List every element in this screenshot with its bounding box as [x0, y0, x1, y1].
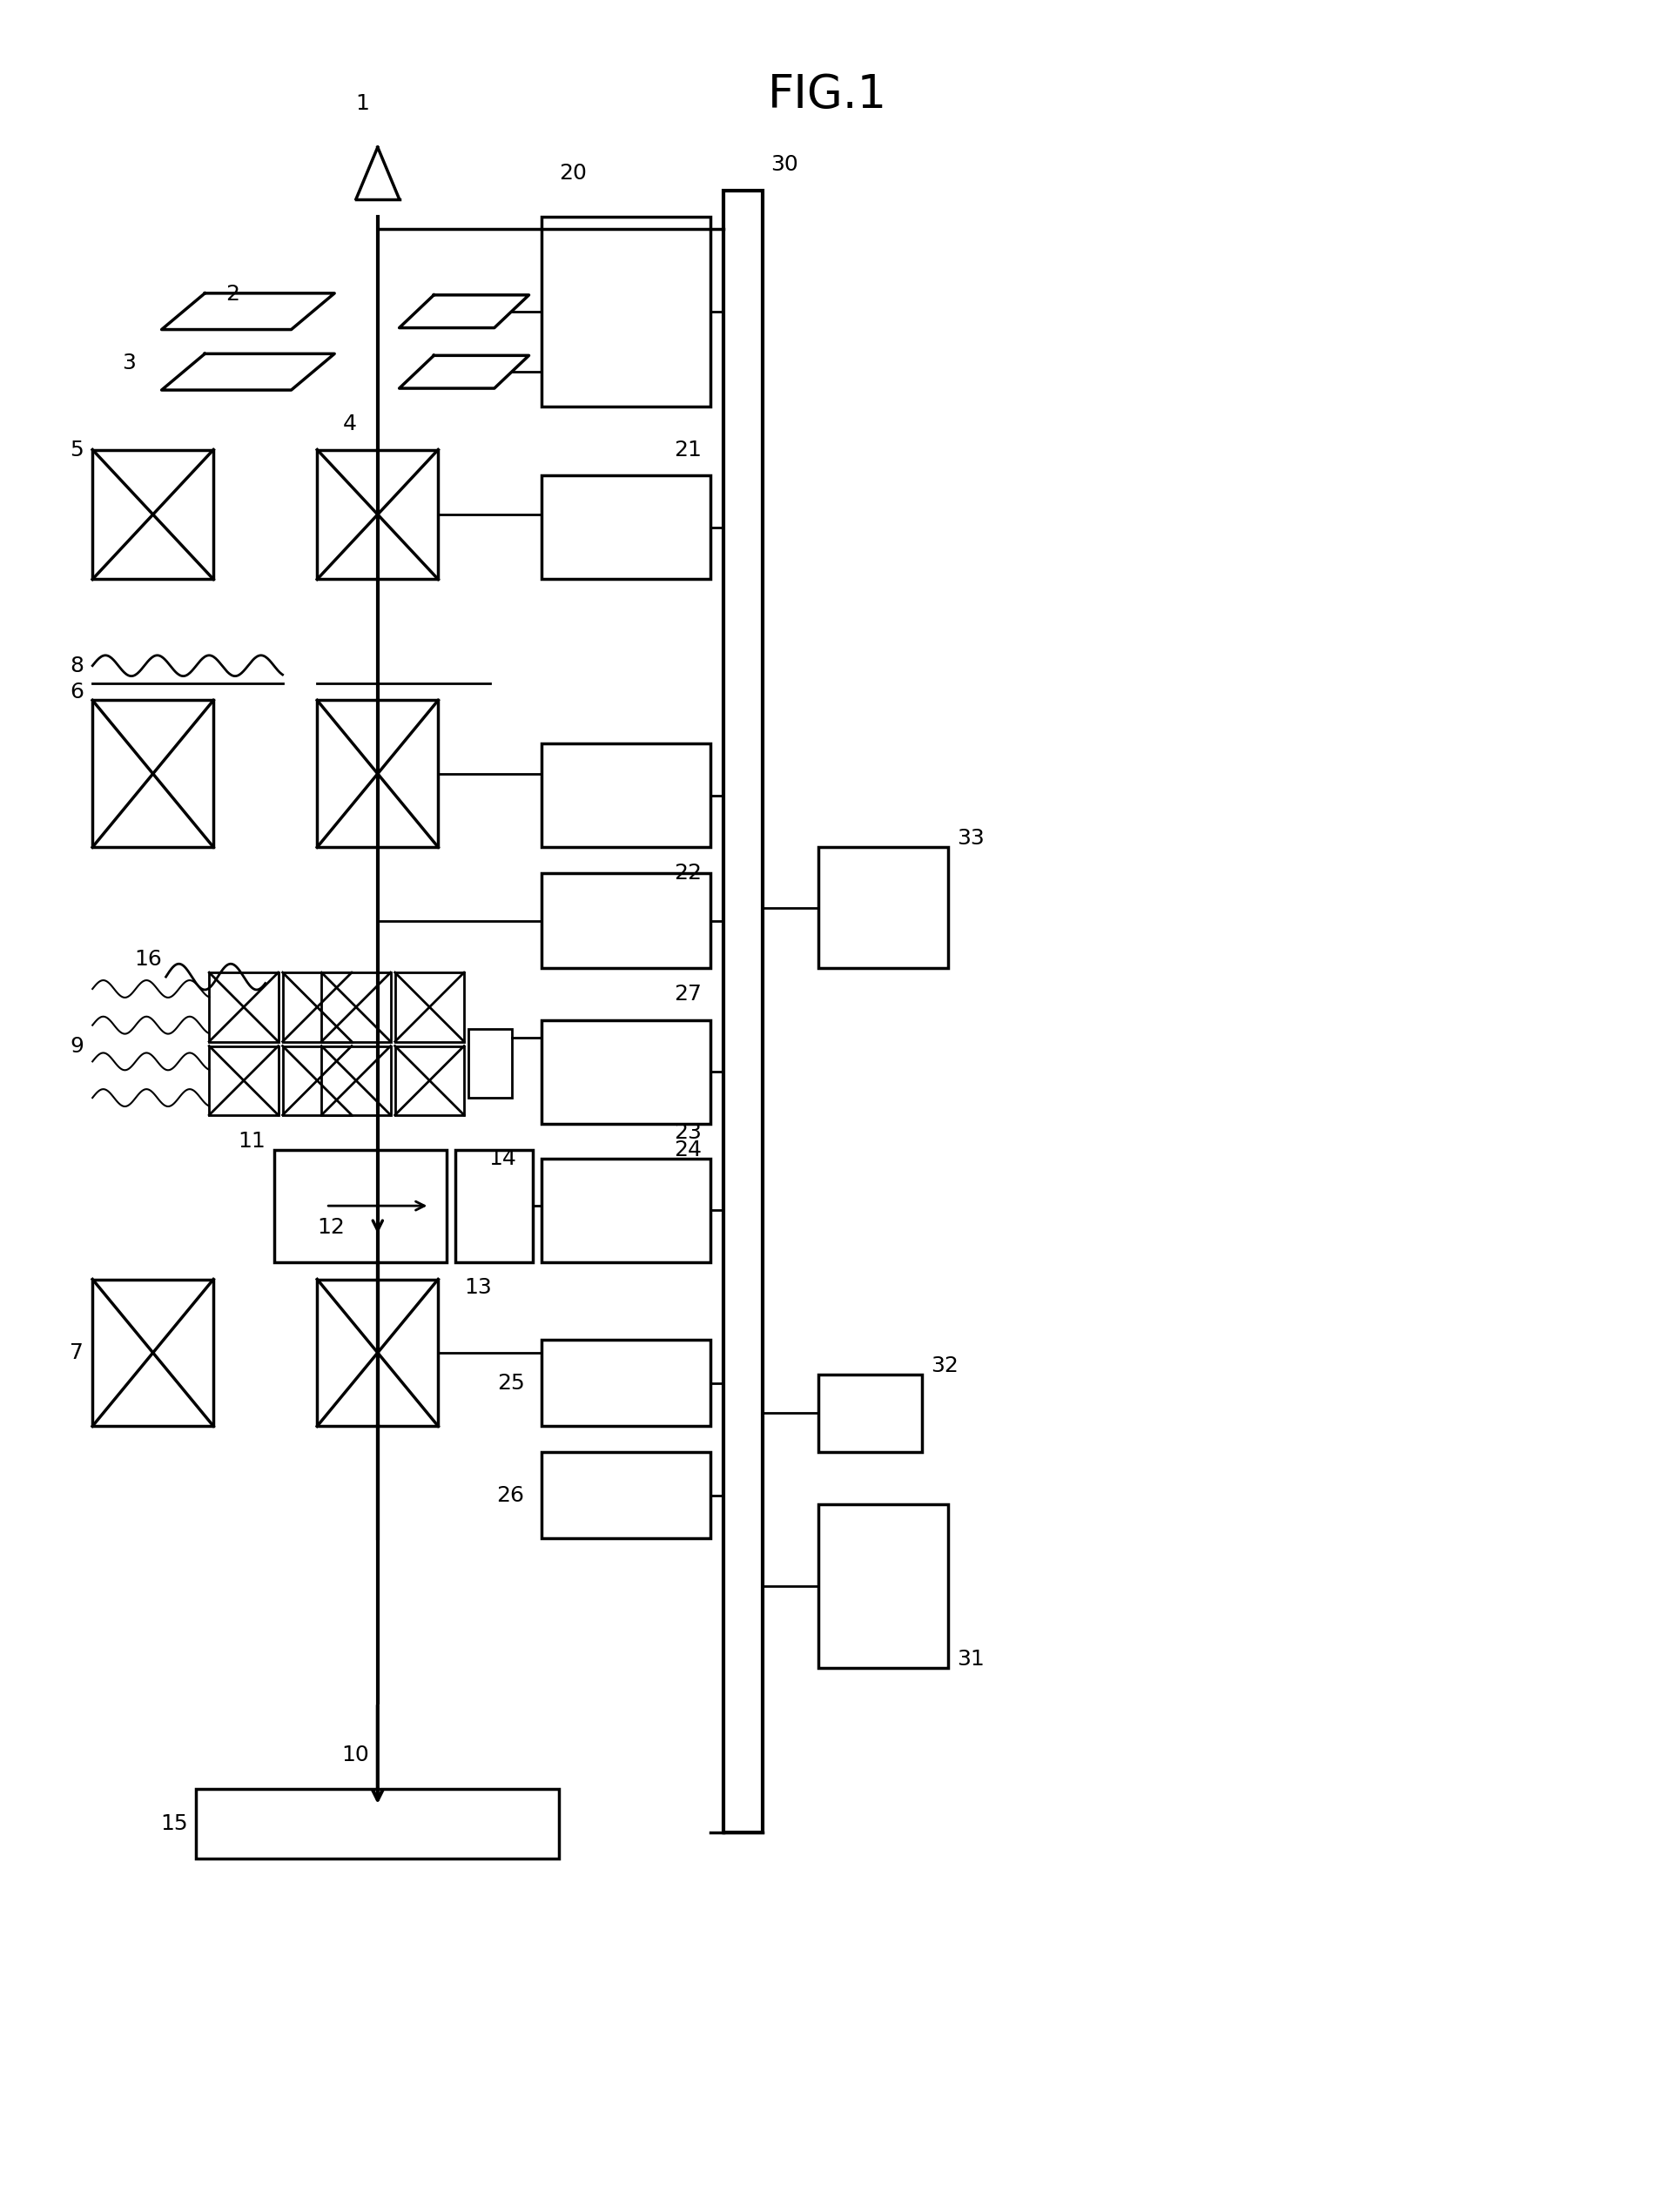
Text: 21: 21	[674, 440, 702, 460]
Text: 30: 30	[771, 155, 798, 175]
Text: 5: 5	[70, 440, 84, 460]
Text: 15: 15	[161, 1814, 187, 1834]
Bar	[541, 743, 710, 847]
Bar	[209, 973, 278, 1042]
Bar	[93, 1279, 213, 1427]
Bar	[321, 973, 391, 1042]
Text: 7: 7	[70, 1343, 84, 1363]
Bar	[321, 1046, 391, 1115]
Bar	[468, 1029, 511, 1097]
Text: 23: 23	[674, 1121, 702, 1144]
Text: 20: 20	[559, 164, 588, 184]
Bar	[396, 1046, 463, 1115]
Text: 6: 6	[70, 681, 84, 701]
Bar	[541, 1020, 710, 1124]
Text: 14: 14	[488, 1148, 516, 1168]
Text: 3: 3	[122, 352, 136, 374]
Text: 33: 33	[957, 827, 985, 849]
Bar	[541, 874, 710, 969]
Bar	[396, 973, 463, 1042]
Bar	[455, 1150, 533, 1263]
Bar	[541, 217, 710, 407]
Text: 8: 8	[70, 655, 84, 677]
Bar	[819, 847, 948, 969]
Bar	[541, 1159, 710, 1263]
Text: 12: 12	[318, 1217, 344, 1239]
Bar	[275, 1150, 447, 1263]
Text: 11: 11	[238, 1130, 265, 1152]
Text: 1: 1	[356, 93, 369, 115]
Bar	[541, 1340, 710, 1427]
Bar	[541, 476, 710, 580]
Bar	[93, 701, 213, 847]
Text: 26: 26	[496, 1484, 525, 1506]
Text: 24: 24	[674, 1139, 702, 1159]
Bar	[723, 190, 763, 1832]
Bar	[283, 1046, 353, 1115]
Bar	[209, 1046, 278, 1115]
Text: 27: 27	[674, 984, 702, 1004]
Text: 10: 10	[341, 1743, 369, 1765]
Text: 4: 4	[343, 414, 357, 434]
Text: 25: 25	[496, 1371, 525, 1394]
Text: 32: 32	[930, 1356, 958, 1376]
Text: 31: 31	[957, 1650, 985, 1670]
Bar	[197, 1790, 559, 1858]
Bar	[318, 701, 439, 847]
Text: 2: 2	[225, 283, 240, 305]
Bar	[283, 973, 353, 1042]
Bar	[93, 449, 213, 580]
Bar	[819, 1374, 922, 1451]
Bar	[318, 449, 439, 580]
Text: 16: 16	[134, 949, 162, 971]
Text: 9: 9	[70, 1035, 84, 1057]
Text: 13: 13	[463, 1279, 492, 1298]
Bar	[541, 1451, 710, 1540]
Text: FIG.1: FIG.1	[768, 71, 887, 117]
Bar	[318, 1279, 439, 1427]
Bar	[819, 1504, 948, 1668]
Text: 22: 22	[674, 863, 702, 883]
